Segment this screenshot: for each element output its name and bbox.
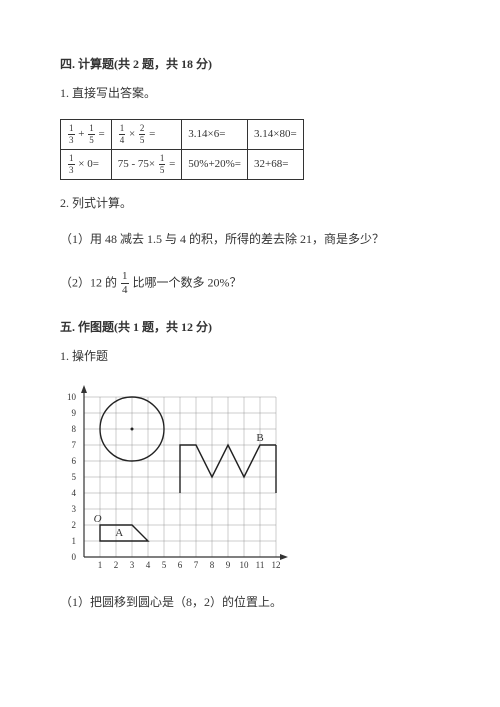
cell-1-4: 3.14×80= (248, 120, 304, 150)
text: （2）12 的 (60, 275, 120, 289)
svg-text:12: 12 (272, 560, 281, 570)
svg-text:3: 3 (130, 560, 135, 570)
svg-text:9: 9 (226, 560, 231, 570)
plus-icon: + (78, 128, 87, 140)
svg-text:1: 1 (98, 560, 103, 570)
svg-text:6: 6 (178, 560, 183, 570)
svg-text:0: 0 (72, 552, 77, 562)
q4-2-2: （2）12 的 14 比哪一个数多 20%？ (60, 271, 440, 296)
fraction: 13 (68, 154, 75, 175)
fraction: 25 (139, 124, 146, 145)
svg-text:2: 2 (114, 560, 119, 570)
svg-text:1: 1 (72, 536, 77, 546)
fraction: 14 (119, 124, 126, 145)
cell-1-1: 13 + 15 = (61, 120, 112, 150)
grid-svg: 123456789100123456789101112AOB (60, 382, 290, 577)
cell-2-2: 75 - 75× 15 = (111, 150, 182, 180)
q5-1: 1. 操作题 (60, 347, 440, 366)
q4-1: 1. 直接写出答案。 (60, 84, 440, 103)
cell-1-2: 14 × 25 = (111, 120, 182, 150)
svg-text:10: 10 (240, 560, 250, 570)
cell-1-3: 3.14×6= (182, 120, 248, 150)
svg-text:9: 9 (72, 408, 77, 418)
svg-text:O: O (94, 513, 102, 525)
calc-table: 13 + 15 = 14 × 25 = 3.14×6= 3.14×80= 13 … (60, 119, 304, 180)
cell-2-3: 50%+20%= (182, 150, 248, 180)
svg-text:5: 5 (72, 472, 77, 482)
cell-2-1: 13 × 0= (61, 150, 112, 180)
eq-text: = (98, 128, 104, 140)
svg-text:10: 10 (67, 392, 77, 402)
table-row: 13 × 0= 75 - 75× 15 = 50%+20%= 32+68= (61, 150, 304, 180)
q4-2-1: （1）用 48 减去 1.5 与 4 的积，所得的差去除 21，商是多少？ (60, 230, 440, 249)
svg-text:7: 7 (72, 440, 77, 450)
svg-text:2: 2 (72, 520, 77, 530)
svg-text:8: 8 (210, 560, 215, 570)
svg-text:7: 7 (194, 560, 199, 570)
times-icon: × (129, 128, 138, 140)
q5-1-1: （1）把圆移到圆心是（8，2）的位置上。 (60, 593, 440, 612)
eq-text: = (169, 158, 175, 170)
section4-title: 四. 计算题(共 2 题，共 18 分) (60, 55, 440, 74)
fraction: 13 (68, 124, 75, 145)
table-row: 13 + 15 = 14 × 25 = 3.14×6= 3.14×80= (61, 120, 304, 150)
fraction: 15 (88, 124, 95, 145)
svg-text:5: 5 (162, 560, 167, 570)
q4-2: 2. 列式计算。 (60, 194, 440, 213)
svg-text:11: 11 (256, 560, 265, 570)
svg-text:3: 3 (72, 504, 77, 514)
fraction: 14 (121, 271, 129, 296)
text: 比哪一个数多 20%？ (133, 275, 242, 289)
section5-title: 五. 作图题(共 1 题，共 12 分) (60, 318, 440, 337)
grid-figure: 123456789100123456789101112AOB (60, 382, 440, 577)
eq-text: = (149, 128, 155, 140)
eq-text: × 0= (78, 158, 99, 170)
svg-text:A: A (115, 527, 123, 539)
svg-text:8: 8 (72, 424, 77, 434)
svg-text:B: B (256, 432, 263, 444)
svg-text:4: 4 (72, 488, 77, 498)
svg-text:4: 4 (146, 560, 151, 570)
svg-text:6: 6 (72, 456, 77, 466)
text: 75 - 75× (118, 158, 158, 170)
cell-2-4: 32+68= (248, 150, 304, 180)
fraction: 15 (159, 154, 166, 175)
